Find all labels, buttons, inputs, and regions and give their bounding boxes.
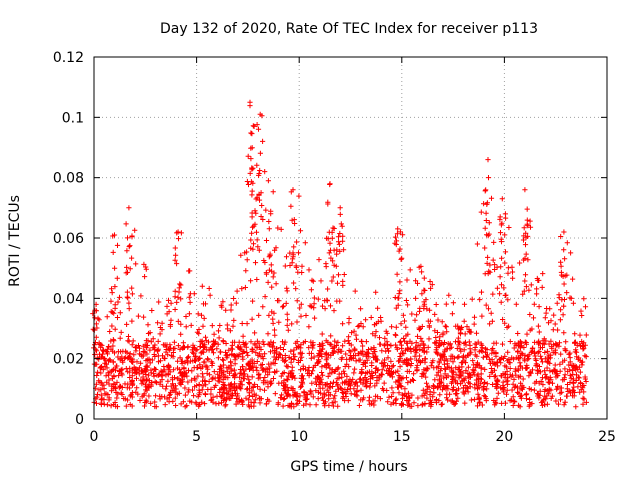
x-tick-label: 25: [598, 429, 616, 445]
x-tick-label: 15: [393, 429, 411, 445]
y-tick-label: 0.12: [53, 50, 84, 66]
x-tick-label: 5: [192, 429, 201, 445]
y-tick-label: 0.04: [53, 291, 84, 307]
x-tick-label: 20: [495, 429, 513, 445]
ticks-layer: 0 0.02 0.04 0.06 0.08 0.1 0.12 0 5 10 15 20 25: [53, 50, 616, 445]
x-axis-title: GPS time / hours: [290, 459, 407, 475]
y-axis-title: ROTI / TECUs: [7, 195, 23, 287]
y-tick-label: 0: [75, 412, 84, 428]
y-tick-label: 0.06: [53, 231, 84, 247]
y-tick-label: 0.08: [53, 171, 84, 187]
data-points-layer: [90, 99, 589, 410]
x-tick-label: 10: [290, 429, 308, 445]
y-tick-label: 0.1: [62, 110, 84, 126]
roti-data-points: [90, 99, 589, 410]
x-tick-label: 0: [90, 429, 99, 445]
chart-title: Day 132 of 2020, Rate Of TEC Index for r…: [160, 21, 538, 37]
y-tick-label: 0.02: [53, 352, 84, 368]
